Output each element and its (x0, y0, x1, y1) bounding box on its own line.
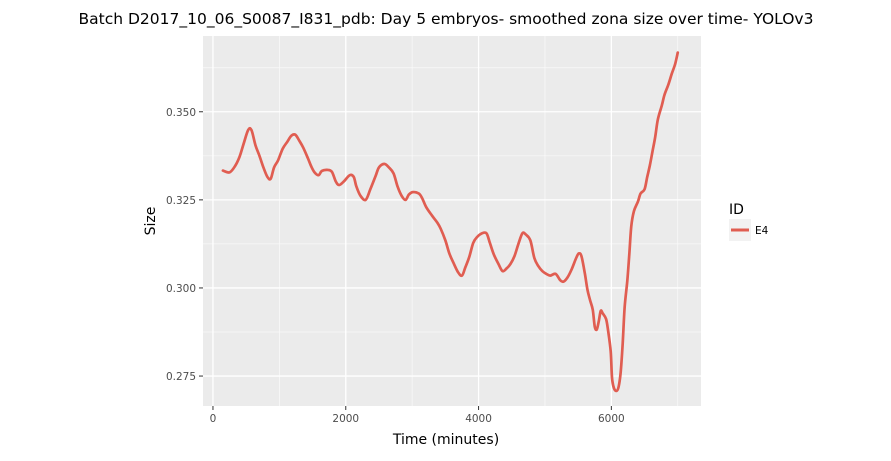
y-tick-label: 0.275 (166, 371, 196, 383)
x-tick-label: 2000 (332, 413, 359, 425)
legend: ID E4 (729, 202, 769, 241)
y-axis-label: Size (143, 207, 159, 236)
x-axis-label: Time (minutes) (392, 432, 499, 448)
legend-title: ID (729, 202, 744, 218)
legend-label-e4: E4 (755, 225, 769, 237)
major-gridlines (203, 36, 701, 406)
x-axis: 0 2000 4000 6000 (210, 406, 625, 425)
chart-title: Batch D2017_10_06_S0087_I831_pdb: Day 5 … (79, 10, 814, 29)
y-tick-label: 0.300 (166, 283, 196, 295)
y-axis: 0.275 0.300 0.325 0.350 (166, 107, 203, 383)
x-tick-label: 6000 (598, 413, 625, 425)
y-tick-label: 0.350 (166, 107, 196, 119)
y-tick-label: 0.325 (166, 195, 196, 207)
minor-gridlines (203, 36, 701, 406)
plot-panel (203, 36, 701, 406)
series-line-e4 (221, 51, 680, 393)
x-tick-label: 0 (210, 413, 217, 425)
series-layer (221, 51, 680, 393)
x-tick-label: 4000 (465, 413, 492, 425)
